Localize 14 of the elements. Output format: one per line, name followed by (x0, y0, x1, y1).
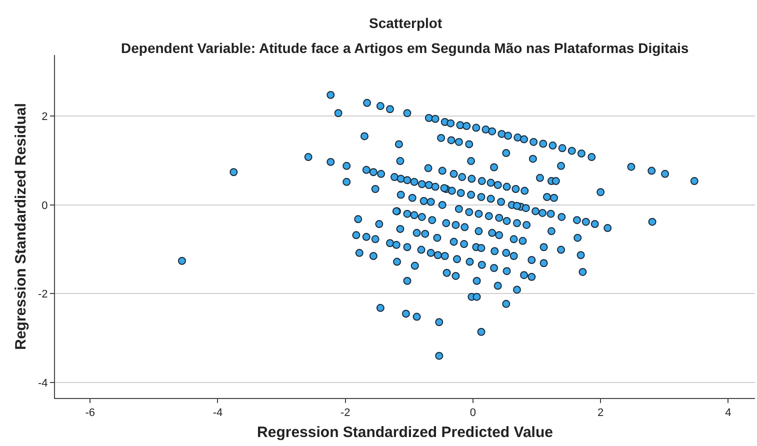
x-tick-label: -4 (212, 407, 223, 420)
y-tick-label: -4 (38, 377, 48, 390)
x-axis-title: Regression Standardized Predicted Value (257, 424, 553, 442)
y-tick-label: -2 (38, 288, 48, 301)
chart-title: Scatterplot (369, 15, 442, 31)
x-tick-label: 4 (725, 407, 732, 420)
x-tick-label: 2 (598, 407, 604, 420)
x-tick-label: -2 (340, 407, 350, 420)
x-tick-label: 0 (470, 407, 476, 420)
x-tick-label: -6 (85, 407, 95, 420)
y-tick-label: 2 (42, 111, 48, 124)
y-axis-title: Regression Standardized Residual (12, 103, 30, 350)
y-tick-label: 0 (42, 200, 48, 212)
chart-subtitle: Dependent Variable: Atitude face a Artigos em Segunda Mão nas Plataformas Digitais (121, 40, 689, 56)
